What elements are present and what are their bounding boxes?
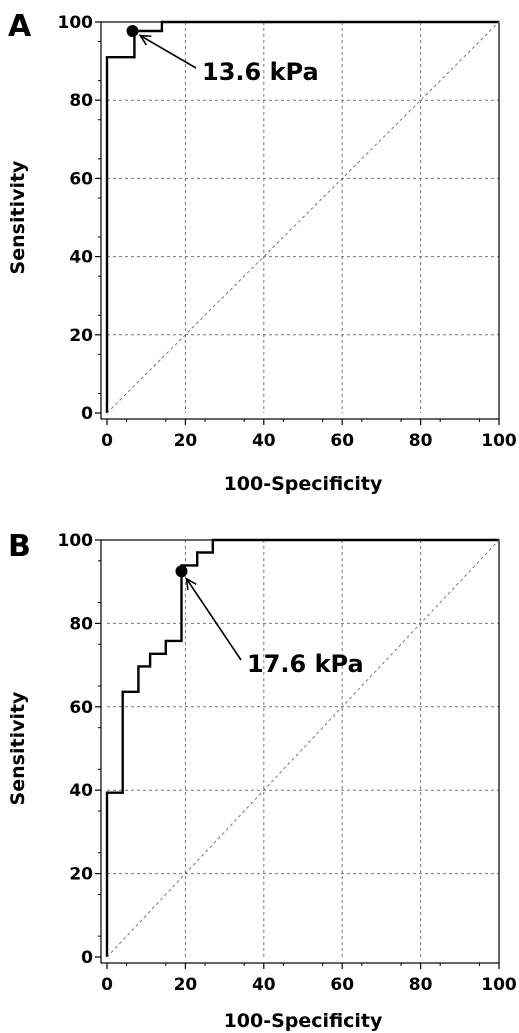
y-tick-label: 80 — [69, 614, 93, 634]
x-tick-label: 0 — [101, 975, 113, 995]
x-tick-label: 40 — [252, 431, 276, 451]
y-tick-label: 60 — [69, 169, 93, 189]
y-tick-label: 80 — [69, 91, 93, 111]
x-axis-title: 100-Specificity — [224, 1010, 383, 1032]
panel-a: A 0 20 40 60 80 100 0 20 40 60 80 100 100-Specificity… — [7, 9, 517, 495]
x-tick-label: 40 — [252, 975, 276, 995]
x-tick-label: 100 — [481, 975, 517, 995]
x-tick-label: 20 — [174, 431, 198, 451]
y-tick-label: 20 — [69, 326, 93, 346]
x-tick-label: 0 — [101, 431, 113, 451]
panel-letter: B — [8, 529, 31, 564]
panel-b: B 0 20 40 60 80 100 0 20 40 60 80 100 100-Specificity… — [7, 529, 517, 1032]
annotation-label: 13.6 kPa — [202, 58, 319, 86]
roc-curve — [105, 538, 499, 957]
x-axis-title: 100-Specificity — [224, 473, 383, 495]
y-tick-label: 20 — [69, 865, 93, 885]
y-axis-title: Sensitivity — [7, 691, 29, 805]
y-axis-title: Sensitivity — [7, 160, 29, 274]
x-tick-label: 100 — [481, 431, 517, 451]
y-tick-label: 0 — [81, 404, 93, 424]
y-tick-label: 60 — [69, 698, 93, 718]
annotation-label: 17.6 kPa — [247, 650, 364, 678]
y-tick-label: 100 — [58, 531, 94, 551]
y-tick-label: 0 — [81, 948, 93, 968]
y-tick-label: 100 — [58, 13, 94, 33]
y-tick-label: 40 — [69, 248, 93, 268]
cutoff-marker — [126, 24, 139, 37]
annotation-arrow-head — [138, 34, 152, 46]
panel-letter: A — [8, 9, 32, 44]
x-tick-label: 60 — [330, 431, 354, 451]
annotation-arrow-shaft — [139, 34, 197, 69]
x-tick-label: 60 — [330, 975, 354, 995]
annotation-arrow-shaft — [185, 578, 242, 661]
x-tick-label: 80 — [409, 431, 433, 451]
y-tick-label: 40 — [69, 781, 93, 801]
reference-diagonal — [106, 21, 500, 414]
x-tick-label: 80 — [409, 975, 433, 995]
x-tick-label: 20 — [174, 975, 198, 995]
reference-diagonal — [106, 539, 500, 958]
annotation-arrow-head — [185, 577, 197, 590]
cutoff-marker — [175, 565, 188, 578]
